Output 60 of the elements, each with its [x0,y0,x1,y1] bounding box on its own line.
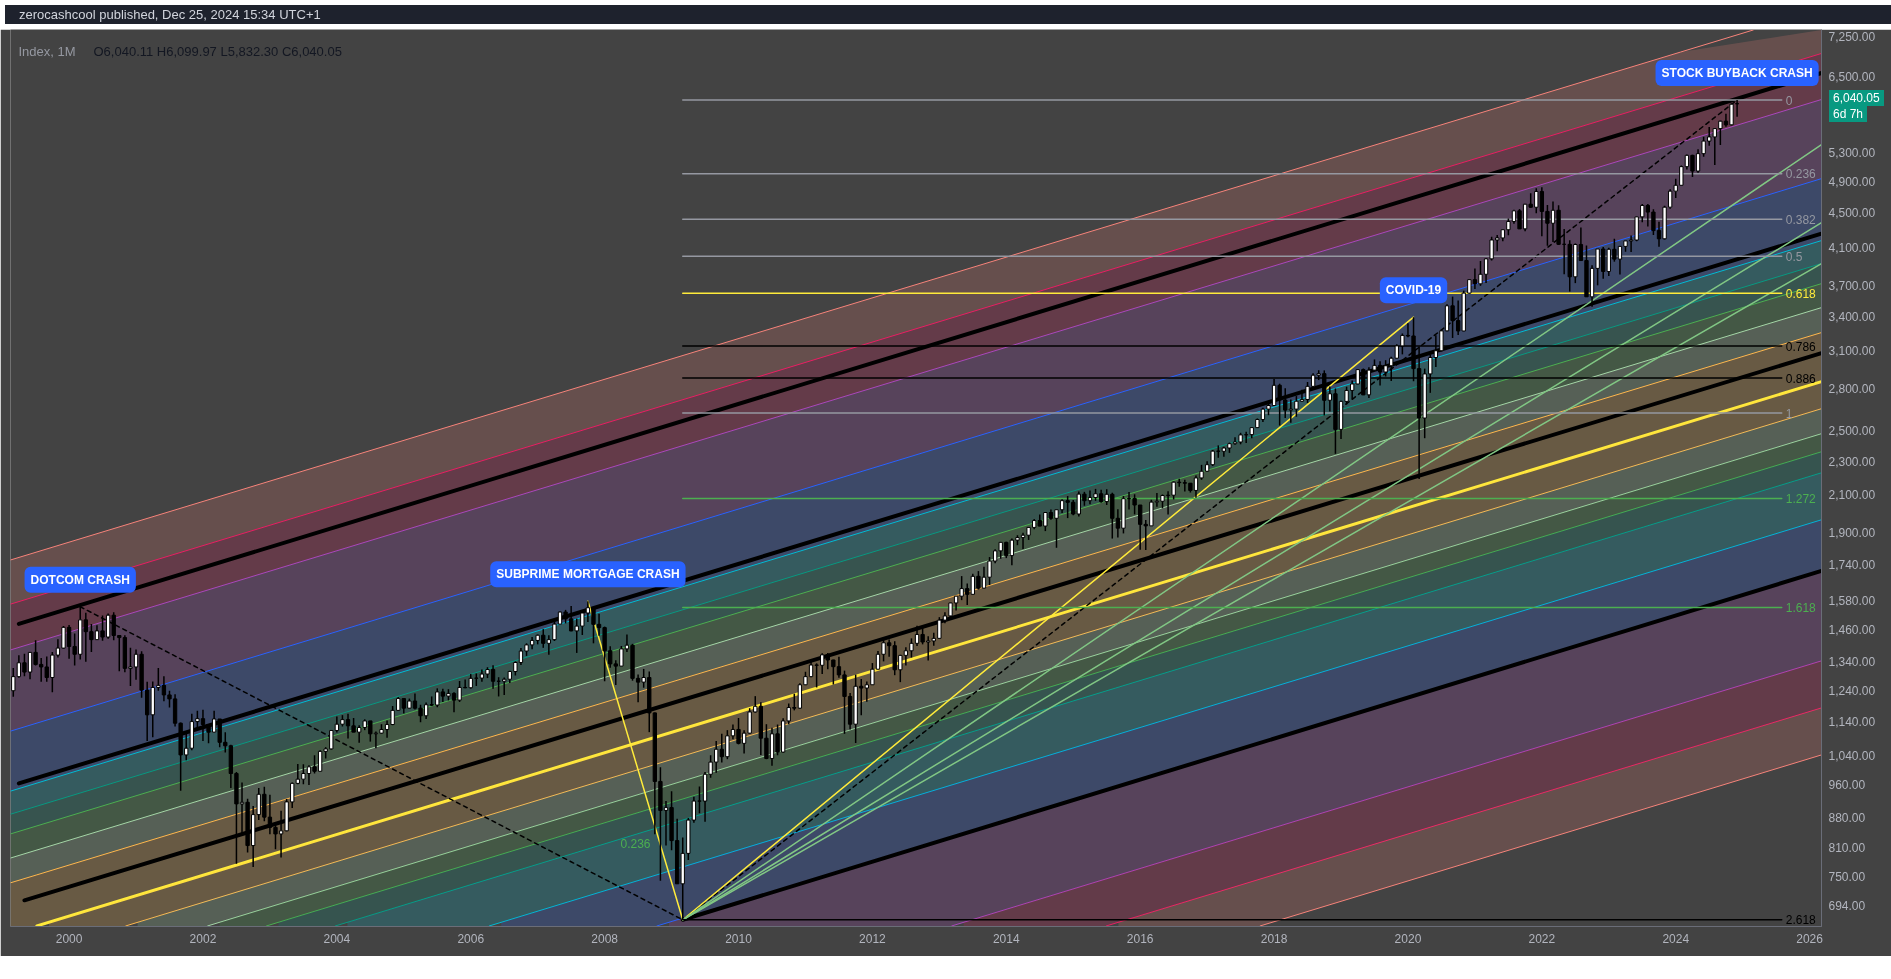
y-tick-label: 3,100.00 [1828,344,1876,359]
annotation: 0.236 [620,837,651,851]
series-label: 0.886 [1785,371,1817,386]
y-tick-label: 880.00 [1828,810,1866,825]
y-tick-label: 1,140.00 [1828,714,1876,729]
x-tick-label: 2018 [1260,931,1288,946]
y-tick-label: 960.00 [1828,778,1866,793]
x-tick-label: 2020 [1394,931,1422,946]
y-tick-label: 7,250.00 [1828,29,1876,44]
text: 6d 7h [1829,106,1868,122]
text: zerocashcool published, Dec 25, 2024 15:34 UTC+1 [19,6,321,24]
y-tick-label: 1,900.00 [1828,525,1876,540]
y-tick-label: 1,740.00 [1828,558,1876,573]
annotation: COVID-19 [1385,283,1442,298]
annotation: STOCK BUYBACK CRASH [1661,66,1813,81]
series-label: 0.236 [1785,167,1817,182]
text: 6,040.05 [1829,90,1884,106]
y-tick-label: 2,300.00 [1828,454,1876,469]
x-tick-label: 2000 [55,931,83,946]
y-tick-label: 1,340.00 [1828,654,1876,669]
x-tick-label: 2010 [725,931,753,946]
series-label: 1.618 [1785,600,1817,615]
x-tick-label: 2002 [189,931,217,946]
series-label: 0.382 [1785,212,1817,227]
y-tick-label: 3,400.00 [1828,310,1876,325]
x-tick-label: 2008 [591,931,619,946]
y-tick-label: 5,300.00 [1828,145,1876,160]
series-label: 0.618 [1785,286,1817,301]
x-tick-label: 2014 [992,931,1020,946]
y-tick-label: 4,900.00 [1828,174,1876,189]
y-tick-label: 750.00 [1828,869,1866,884]
series-label: 2.618 [1785,913,1817,928]
x-tick-label: 2016 [1126,931,1154,946]
y-tick-label: 810.00 [1828,841,1866,856]
y-tick-label: 2,100.00 [1828,488,1876,503]
y-tick-label: 6,500.00 [1828,70,1876,85]
x-tick-label: 2006 [457,931,485,946]
x-tick-label: 2024 [1662,931,1690,946]
y-tick-label: 4,500.00 [1828,206,1876,221]
x-tick-label: 2004 [323,931,351,946]
series-label: 0.5 [1785,249,1803,264]
x-tick-label: 2022 [1528,931,1556,946]
series-label: 0.786 [1785,339,1817,354]
text: Index, 1M [18,43,76,59]
annotation: SUBPRIME MORTGAGE CRASH [496,567,680,582]
y-tick-label: 2,500.00 [1828,423,1876,438]
y-tick-label: 4,100.00 [1828,240,1876,255]
y-tick-label: 2,800.00 [1828,381,1876,396]
annotation: DOTCOM CRASH [30,572,130,587]
y-tick-label: 1,240.00 [1828,683,1876,698]
series-label: 1.272 [1785,492,1817,507]
y-tick-label: 1,580.00 [1828,593,1876,608]
y-tick-label: 1,460.00 [1828,623,1876,638]
y-tick-label: 1,040.00 [1828,748,1876,763]
series-label: 0 [1785,93,1793,108]
x-tick-label: 2026 [1796,931,1824,946]
series-label: 1 [1785,406,1793,421]
y-tick-label: 3,700.00 [1828,278,1876,293]
y-tick-label: 694.00 [1828,898,1866,913]
x-tick-label: 2012 [859,931,887,946]
